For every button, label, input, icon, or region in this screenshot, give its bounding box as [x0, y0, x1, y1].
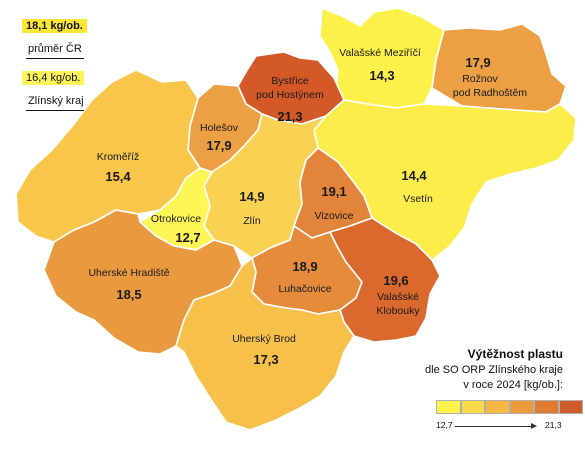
label-name-roznov: Rožnov [462, 73, 498, 85]
legend-swatch [460, 400, 485, 414]
kraj-average-value: 16,4 kg/ob. [22, 71, 85, 85]
label-value-vizovice: 19,1 [321, 184, 346, 199]
label-value-bystrice: 21,3 [277, 109, 302, 124]
label-name2-roznov: pod Radhoštěm [453, 87, 527, 99]
label-value-uhersky-brod: 17,3 [253, 352, 278, 367]
legend-max-value: 21,3 [545, 420, 562, 430]
label-value-holesov: 17,9 [206, 138, 231, 153]
label-name-uhersky-brod: Uherský Brod [232, 333, 296, 345]
legend-subtitle-line2: v roce 2024 [kg/ob.]: [463, 379, 563, 391]
legend-title: Výtěžnost plastu [467, 347, 563, 361]
label-name-zlin: Zlín [243, 215, 261, 227]
kraj-average-label: Zlínský kraj [28, 95, 84, 107]
legend-swatch [485, 400, 510, 414]
legend-min-value: 12,7 [436, 420, 453, 430]
legend-subtitle-line1: dle SO ORP Zlínského kraje [425, 364, 563, 376]
label-value-valasske-klobouky: 19,6 [383, 273, 408, 288]
label-value-luhacovice: 18,9 [292, 259, 317, 274]
label-name-vsetin: Vsetín [403, 193, 433, 205]
region-valasske-klobouky[interactable] [329, 217, 441, 343]
label-name-otrokovice: Otrokovice [151, 213, 201, 225]
legend-swatch [509, 400, 534, 414]
legend-color-scale [436, 400, 583, 414]
label-name-holesov: Holešov [200, 122, 239, 134]
legend-arrow-line [455, 426, 533, 427]
label-value-zlin: 14,9 [239, 189, 264, 204]
kraj-average-value-text: 16,4 kg/ob. [26, 72, 81, 84]
kraj-average-underline [26, 110, 84, 111]
legend-swatch [558, 400, 583, 414]
label-value-vsetin: 14,4 [401, 168, 427, 183]
cr-average-value-text: 18,1 kg/ob. [26, 20, 83, 32]
cr-average-value: 18,1 kg/ob. [22, 19, 87, 33]
label-name-bystrice: Bystřice [271, 75, 309, 87]
label-value-kromeriz: 15,4 [105, 169, 131, 184]
label-value-uherske-hradiste: 18,5 [116, 287, 141, 302]
region-valasske-mezirici[interactable] [319, 7, 445, 109]
legend-swatch [436, 400, 461, 414]
region-roznov[interactable] [431, 23, 567, 113]
label-name2-valasske-klobouky: Klobouky [376, 305, 420, 317]
region-uhersky-brod[interactable] [175, 257, 355, 431]
label-name-uherske-hradiste: Uherské Hradiště [88, 267, 169, 279]
label-value-valasske-mezirici: 14,3 [369, 68, 394, 83]
label-name-valasske-mezirici: Valašské Meziříčí [339, 47, 421, 59]
cr-average-label: průměr ČR [28, 43, 82, 55]
legend-arrow-head-icon [531, 423, 537, 429]
cr-average-underline [26, 58, 84, 59]
label-name-vizovice: Vizovice [315, 210, 354, 222]
label-name-valasske-klobouky: Valašské [377, 291, 419, 303]
label-value-roznov: 17,9 [465, 55, 490, 70]
label-name2-bystrice: pod Hostýnem [256, 89, 324, 101]
label-name-luhacovice: Luhačovice [278, 283, 331, 295]
legend-swatch [534, 400, 559, 414]
label-name-kromeriz: Kroměříž [97, 151, 140, 163]
label-value-otrokovice: 12,7 [175, 230, 200, 245]
